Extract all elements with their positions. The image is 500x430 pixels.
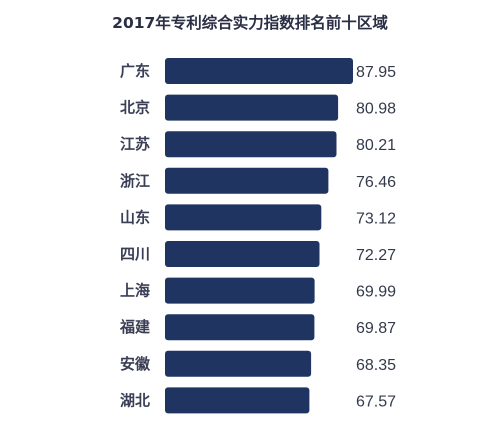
category-label: 福建 — [119, 318, 151, 336]
value-label: 72.27 — [356, 247, 396, 264]
category-label: 广东 — [120, 62, 150, 80]
bar — [165, 314, 315, 341]
bar — [165, 204, 322, 231]
category-label: 北京 — [120, 99, 150, 117]
bar — [165, 58, 353, 84]
category-label: 安徽 — [120, 355, 151, 373]
value-label: 80.98 — [356, 101, 396, 118]
chart-title: 2017年专利综合实力指数排名前十区域 — [112, 13, 388, 32]
bar — [165, 131, 337, 158]
value-label: 67.57 — [356, 393, 396, 410]
category-label: 上海 — [120, 282, 150, 300]
bar — [165, 350, 312, 377]
bar — [165, 94, 339, 121]
value-label: 69.87 — [356, 320, 396, 337]
category-label: 江苏 — [120, 135, 150, 153]
category-label: 浙江 — [120, 172, 150, 190]
category-label: 湖北 — [120, 391, 150, 409]
value-label: 87.95 — [356, 64, 396, 81]
bar — [165, 167, 329, 194]
value-label: 73.12 — [356, 210, 396, 227]
bar — [165, 387, 310, 414]
bar — [165, 241, 320, 267]
value-label: 76.46 — [356, 174, 396, 191]
value-label: 68.35 — [356, 357, 396, 374]
value-label: 69.99 — [356, 284, 396, 301]
bar — [165, 277, 315, 304]
category-label: 山东 — [120, 208, 150, 226]
value-label: 80.21 — [356, 137, 396, 154]
category-label: 四川 — [120, 245, 150, 263]
bars-group: 广东 87.95 北京 80.98 江苏 80.21 浙江 76.46 山东 73.12 四川 72.… — [119, 58, 396, 414]
